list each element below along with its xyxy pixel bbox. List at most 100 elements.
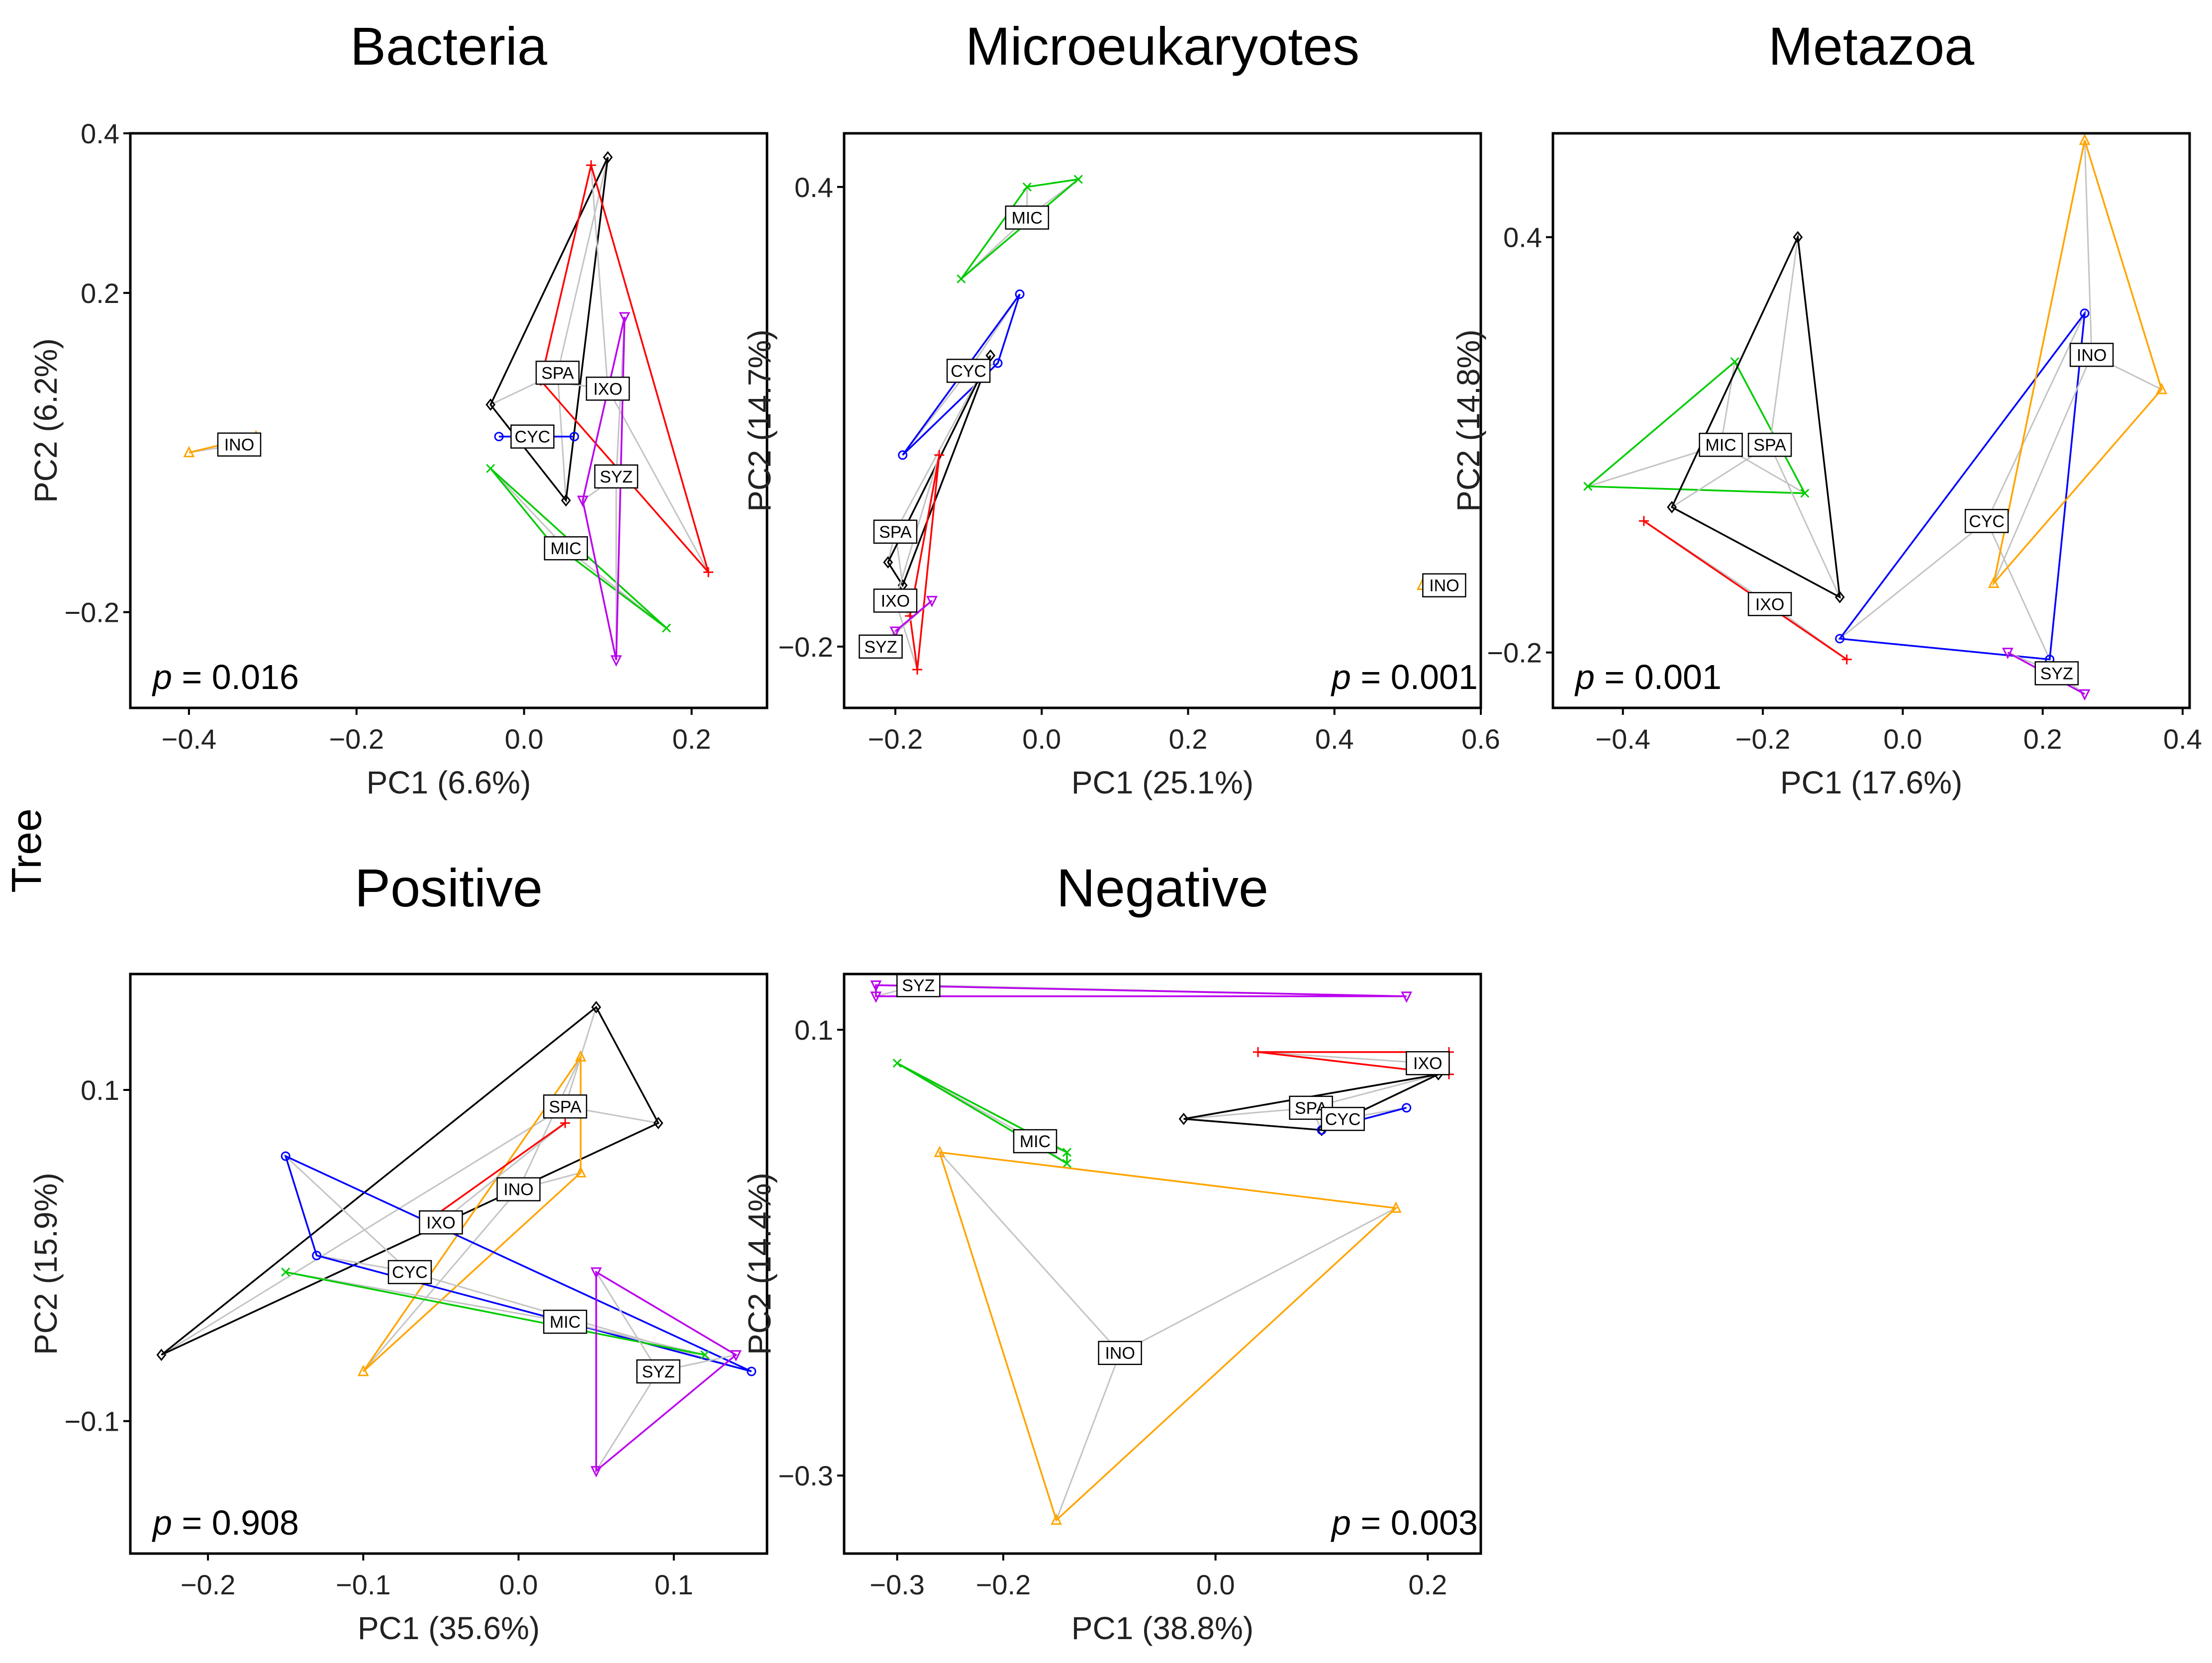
x-axis-label: PC1 (25.1%) xyxy=(1071,765,1253,800)
panel-positive: Positive SPA INO IXO CYC MIC SYZ −0.2 −0.1 0.0 0.1… xyxy=(28,858,769,1646)
panel-title: Positive xyxy=(355,858,543,918)
point-spa xyxy=(603,151,613,164)
point-ino xyxy=(575,1166,586,1177)
spider-line-mic xyxy=(565,1321,705,1356)
group-label-box-cyc xyxy=(1964,509,2009,533)
point-mic xyxy=(1800,489,1810,498)
spider-line-spa xyxy=(557,157,609,373)
y-tick-label: 0.1 xyxy=(794,1014,833,1046)
point-mic xyxy=(1583,482,1593,491)
group-label-spa: SPA xyxy=(541,364,574,383)
point-cyc xyxy=(1835,634,1845,644)
y-tick-label: 0.4 xyxy=(81,118,119,149)
point-mic xyxy=(892,1059,902,1068)
hull-spa xyxy=(161,1005,660,1356)
x-tick-label: −0.2 xyxy=(1735,723,1791,755)
group-label-box-ixo xyxy=(419,1210,463,1235)
plot-frame xyxy=(129,132,769,709)
hull-cyc xyxy=(284,1154,752,1372)
p-value-symbol: p xyxy=(152,1503,172,1542)
group-label-cyc: CYC xyxy=(1325,1110,1361,1129)
hull-ixo xyxy=(1643,520,1847,661)
x-tick-label: −0.2 xyxy=(868,723,923,755)
point-cyc xyxy=(993,358,1003,368)
point-syz xyxy=(870,980,882,992)
group-label-box-ixo xyxy=(585,377,630,401)
group-label-mic: MIC xyxy=(1020,1132,1051,1151)
spider-line-mic xyxy=(1720,361,1736,445)
spider-line-ino xyxy=(518,1056,581,1190)
x-tick-label: −0.2 xyxy=(181,1569,236,1600)
y-axis-label: PC2 (14.8%) xyxy=(1450,329,1486,511)
group-label-box-ino xyxy=(2069,343,2114,367)
p-value-symbol: p xyxy=(1331,658,1351,696)
y-tick-label: −0.2 xyxy=(1487,637,1542,669)
hull-ixo xyxy=(909,455,941,670)
point-spa xyxy=(1178,1112,1189,1125)
point-mic xyxy=(700,1350,710,1360)
x-tick-label: −0.4 xyxy=(162,723,217,755)
y-tick-label: −0.2 xyxy=(64,597,119,628)
point-syz xyxy=(619,312,631,324)
x-tick-label: 0.4 xyxy=(1315,723,1354,755)
group-label-spa: SPA xyxy=(879,523,912,542)
hull-syz xyxy=(875,984,1407,997)
point-syz xyxy=(2079,689,2091,701)
y-tick-label: −0.3 xyxy=(778,1460,833,1491)
p-value-symbol: p xyxy=(1331,1503,1351,1542)
hull-spa xyxy=(1670,234,1841,599)
point-cyc xyxy=(312,1251,322,1261)
spider-line-ixo xyxy=(1257,1051,1428,1064)
point-mic xyxy=(662,623,671,633)
x-tick-label: −0.2 xyxy=(976,1569,1031,1600)
point-cyc xyxy=(281,1151,290,1161)
group-label-cyc: CYC xyxy=(1969,512,2005,531)
row-label-tree: Tree xyxy=(3,808,50,893)
group-label-syz: SYZ xyxy=(902,976,935,995)
group-label-ino: INO xyxy=(1105,1344,1135,1363)
point-cyc xyxy=(494,432,504,442)
group-label-box-syz xyxy=(2034,661,2079,685)
group-label-syz: SYZ xyxy=(865,638,897,657)
hull-cyc xyxy=(1838,310,2086,661)
group-label-ixo: IXO xyxy=(1755,595,1785,614)
p-value: p = 0.001 xyxy=(1574,658,1722,696)
y-axis-label: PC2 (15.9%) xyxy=(28,1173,64,1355)
group-label-spa: SPA xyxy=(549,1097,581,1116)
p-value: p = 0.001 xyxy=(1331,658,1478,696)
hull-syz xyxy=(2007,652,2085,695)
point-spa xyxy=(1667,501,1677,513)
panel-title: Metazoa xyxy=(1768,16,1975,76)
group-label-ixo: IXO xyxy=(881,591,910,610)
point-mic xyxy=(281,1268,290,1277)
group-label-box-ixo xyxy=(873,588,918,613)
point-spa xyxy=(485,398,496,411)
p-value-number: = 0.003 xyxy=(1351,1503,1478,1542)
p-value-number: = 0.001 xyxy=(1595,658,1722,696)
group-label-box-cyc xyxy=(387,1260,432,1284)
group-label-mic: MIC xyxy=(1012,208,1043,227)
y-axis-label: PC2 (14.4%) xyxy=(742,1173,777,1355)
panel-microeukaryotes: Microeukaryotes MIC CYC SPA IXO SYZ INO −0.2 0.0… xyxy=(742,16,1500,800)
x-tick-label: −0.2 xyxy=(329,723,384,755)
p-value-number: = 0.001 xyxy=(1351,658,1478,696)
point-ino xyxy=(934,1146,946,1157)
point-cyc xyxy=(570,432,579,442)
x-tick-label: −0.3 xyxy=(869,1569,925,1600)
group-label-box-syz xyxy=(594,464,639,489)
spider-line-ino xyxy=(939,1152,1121,1354)
point-ixo xyxy=(1253,1047,1263,1057)
point-mic xyxy=(1073,175,1083,184)
p-value-number: = 0.908 xyxy=(172,1503,299,1542)
spider-line-cyc xyxy=(285,1156,410,1273)
y-tick-label: 0.4 xyxy=(794,172,833,203)
spider-line-ino xyxy=(1993,354,2093,584)
group-label-syz: SYZ xyxy=(642,1363,674,1381)
group-label-box-spa xyxy=(543,1094,587,1119)
x-tick-label: 0.2 xyxy=(1408,1569,1447,1600)
point-syz xyxy=(889,626,901,638)
point-spa xyxy=(1793,231,1803,244)
hull-ixo xyxy=(425,1122,566,1223)
spider-line-spa xyxy=(1769,237,1799,445)
